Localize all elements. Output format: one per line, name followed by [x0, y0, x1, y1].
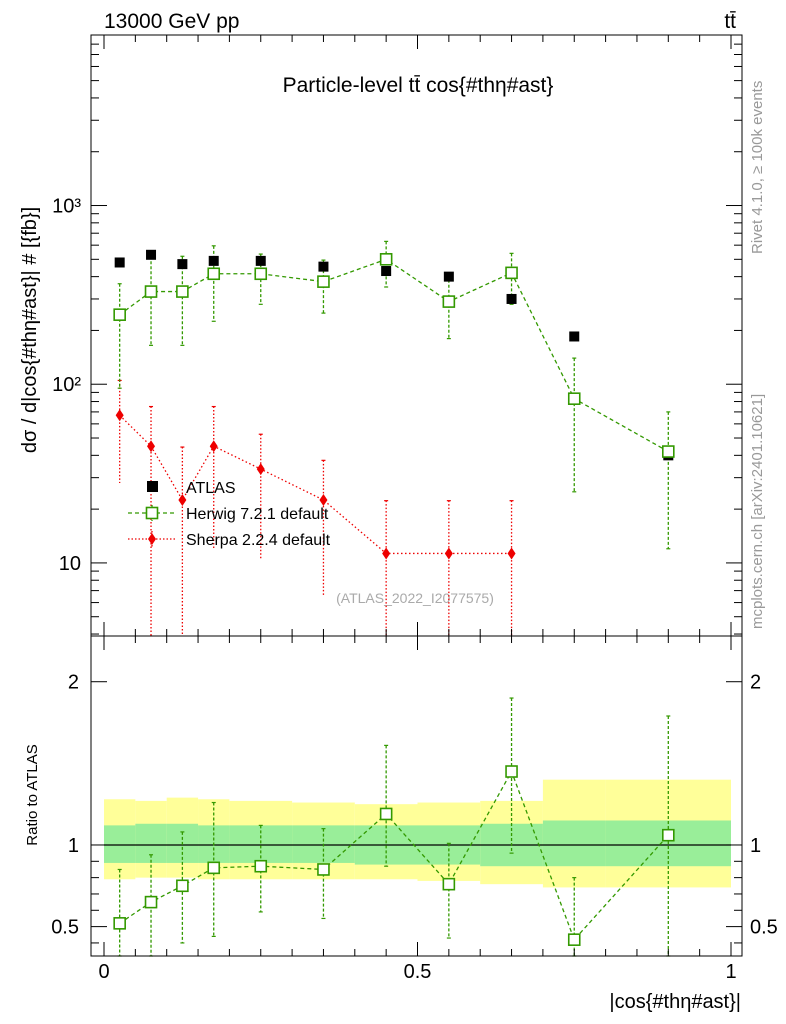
atlas-point — [114, 257, 125, 268]
legend-herwig-label: Herwig 7.2.1 default — [186, 506, 329, 523]
legend-sherpa-label: Sherpa 2.2.4 default — [186, 532, 331, 549]
ratio-herwig-point — [176, 879, 189, 893]
ratio-herwig-point — [113, 917, 126, 930]
herwig-point — [176, 285, 189, 298]
ratio-herwig-point — [254, 859, 268, 873]
atlas-point — [177, 259, 188, 270]
herwig-point — [254, 267, 268, 281]
herwig-point — [379, 253, 393, 266]
ratio-y-tick-label-left: 0.5 — [51, 917, 79, 939]
herwig-line — [119, 258, 669, 453]
herwig-point — [207, 267, 221, 281]
ratio-green-band — [542, 820, 606, 867]
ratio-panel-data — [113, 697, 675, 957]
sherpa-point — [209, 440, 218, 453]
rivet-side-label: Rivet 4.1.0, ≥ 100k events — [749, 81, 766, 254]
atlas-point — [381, 266, 392, 277]
sherpa-point — [115, 409, 124, 422]
ratio-panel-frame — [90, 635, 743, 957]
ratio-herwig-point — [317, 863, 330, 876]
sherpa-point — [178, 493, 187, 506]
analysis-watermark: (ATLAS_2022_I2077575) — [336, 590, 494, 606]
legend: ATLAS Herwig 7.2.1 default Sherpa 2.2.4 … — [128, 480, 331, 549]
ratio-y-tick-label-right: 2 — [750, 672, 761, 694]
ratio-y-tick-label-right: 0.5 — [750, 917, 778, 939]
ratio-herwig-point — [661, 828, 675, 842]
legend-herwig-marker — [145, 506, 159, 520]
sherpa-point — [507, 547, 516, 560]
ratio-herwig-point — [207, 861, 221, 875]
herwig-point — [442, 295, 456, 308]
ratio-herwig-point — [442, 877, 456, 891]
sherpa-point — [382, 547, 391, 560]
atlas-point — [255, 255, 266, 266]
ratio-y-tick-label-left: 1 — [68, 835, 79, 857]
sherpa-point — [256, 463, 265, 476]
legend-atlas-marker — [147, 481, 158, 492]
ratio-y-tick-label-left: 2 — [68, 672, 79, 694]
herwig-point — [567, 392, 581, 405]
ratio-herwig-point — [379, 807, 393, 821]
atlas-point — [208, 255, 219, 266]
main-panel-data — [113, 240, 675, 636]
sherpa-point — [319, 493, 328, 506]
main-y-tick-label: 10³ — [52, 196, 81, 218]
atlas-point — [146, 249, 157, 260]
main-y-axis-label: dσ / d|cos{#thη#ast}| # [{fb}] — [19, 207, 41, 453]
herwig-point — [113, 308, 126, 321]
atlas-point — [318, 261, 329, 272]
energy-label: 13000 GeV pp — [104, 10, 239, 33]
ratio-herwig-point — [144, 895, 158, 909]
ratio-y-axis-label: Ratio to ATLAS — [24, 744, 41, 845]
x-tick-label: 1 — [725, 961, 736, 983]
ratio-y-tick-label-right: 1 — [750, 835, 761, 857]
mcplots-side-label: mcplots.cern.ch [arXiv:2401.10621] — [749, 394, 766, 629]
atlas-point — [569, 331, 580, 342]
legend-atlas-label: ATLAS — [186, 480, 236, 497]
legend-sherpa-marker — [148, 533, 156, 545]
x-tick-label: 0 — [98, 961, 109, 983]
ratio-green-band — [104, 825, 136, 863]
herwig-point — [317, 275, 330, 288]
atlas-point — [443, 271, 454, 282]
process-label: tt̄ — [724, 10, 736, 33]
x-tick-label: 0.5 — [404, 961, 432, 983]
atlas-point — [506, 293, 517, 304]
herwig-point — [661, 445, 675, 458]
ratio-herwig-point — [505, 765, 518, 778]
sherpa-point — [147, 440, 156, 453]
main-y-tick-label: 10 — [59, 553, 81, 575]
ratio-panel-axes: 0.5 0.5 1 1 2 2 0 0.5 1 — [51, 635, 778, 983]
plot-title: Particle-level tt̄ cos{#thη#ast} — [283, 74, 554, 97]
herwig-point — [144, 285, 158, 298]
sherpa-point — [444, 547, 453, 560]
main-panel-axes: 10 10² 10³ — [52, 34, 743, 637]
x-axis-label: |cos{#thη#ast}| — [609, 991, 741, 1013]
ratio-herwig-point — [567, 933, 581, 946]
main-y-tick-label: 10² — [52, 374, 81, 396]
ratio-uncertainty-bands — [104, 779, 731, 888]
herwig-point — [505, 266, 518, 280]
